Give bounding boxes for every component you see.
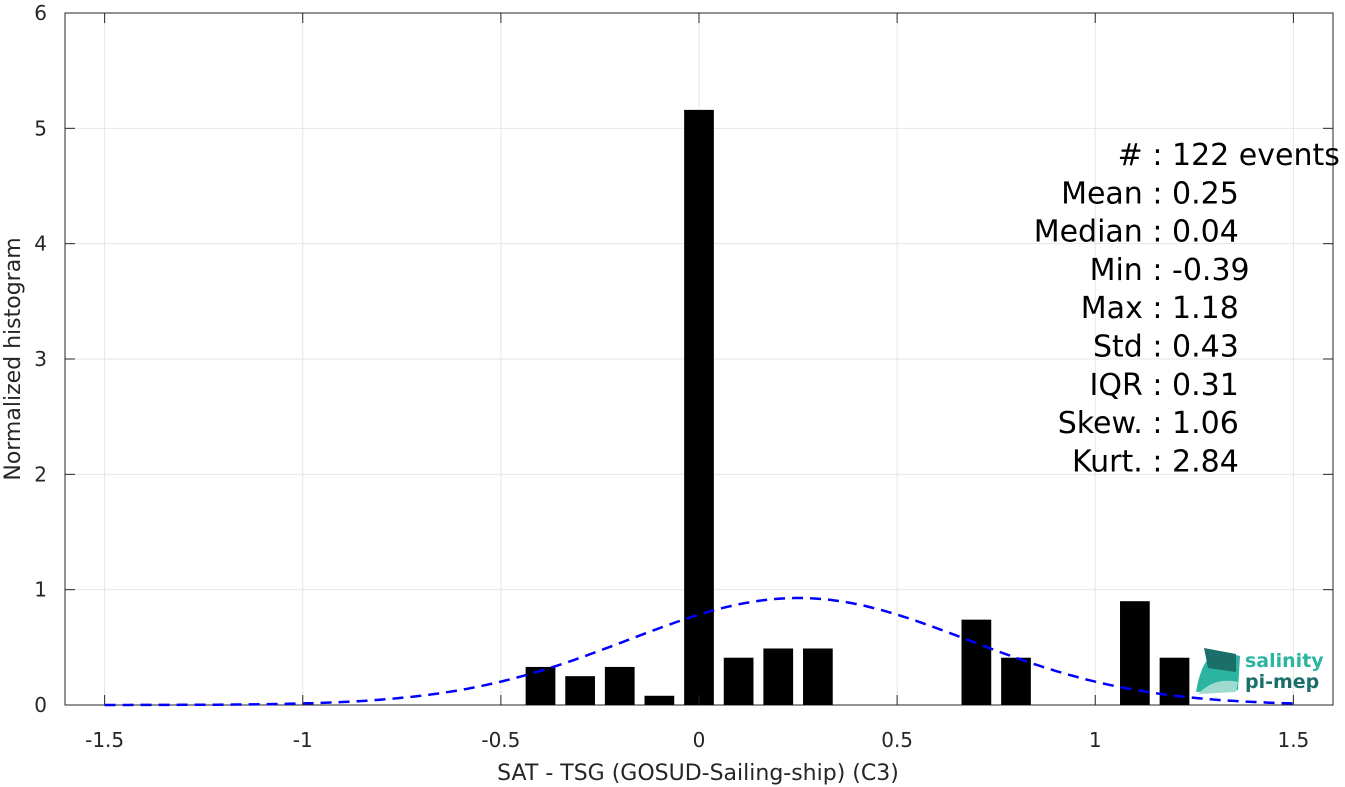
stats-label: IQR : (1090, 368, 1173, 403)
stats-value: 2.84 (1172, 444, 1239, 479)
logo-text-pi-mep: pi-mep (1245, 671, 1319, 693)
histogram-bar (565, 676, 595, 705)
y-tick-label: 5 (34, 116, 47, 140)
histogram-bar (1120, 601, 1150, 705)
stats-value: 0.31 (1172, 368, 1239, 403)
stats-label: Std : (1093, 330, 1172, 365)
stats-line: Mean : 0.25 (1061, 176, 1239, 211)
y-axis-label: Normalized histogram (1, 237, 26, 480)
stats-line: Skew. : 1.06 (1058, 406, 1239, 441)
stats-line: # : 122 events (1118, 138, 1340, 173)
y-tick-label: 3 (34, 347, 47, 371)
stats-line: Min : -0.39 (1090, 253, 1250, 288)
histogram-bar (961, 619, 992, 705)
x-tick-label: 0 (693, 728, 706, 752)
y-tick-label: 2 (34, 462, 47, 486)
stats-value: 0.43 (1172, 330, 1239, 365)
stats-value: 1.06 (1172, 406, 1239, 441)
wave-icon (1196, 648, 1240, 694)
stats-line: Max : 1.18 (1081, 291, 1239, 326)
y-tick-label: 6 (34, 1, 47, 25)
ticks: -1.5 -1 -0.5 0 0.5 1 1.5 0 1 2 3 4 5 6 (34, 1, 1333, 752)
bars (525, 109, 1190, 705)
histogram-bar (723, 657, 754, 705)
stats-line: Kurt. : 2.84 (1072, 444, 1239, 479)
stats-value: 0.25 (1172, 176, 1239, 211)
x-tick-label: 1 (1089, 728, 1102, 752)
x-tick-label: -0.5 (481, 728, 520, 752)
stats-value: 122 events (1172, 138, 1340, 173)
stats-label: Kurt. : (1072, 444, 1172, 479)
salinity-pi-mep-logo: salinity pi-mep (1196, 648, 1324, 694)
y-tick-label: 0 (34, 693, 47, 717)
histogram-bar (803, 648, 833, 705)
logo-text-salinity: salinity (1245, 650, 1324, 672)
x-tick-label: 1.5 (1277, 728, 1309, 752)
x-tick-label: -1.5 (85, 728, 124, 752)
stats-label: Mean : (1061, 176, 1172, 211)
histogram-bar (525, 666, 556, 705)
stats-label: Max : (1081, 291, 1172, 326)
stats-label: Median : (1034, 215, 1172, 250)
histogram-bar (604, 666, 635, 705)
y-tick-label: 1 (34, 578, 47, 602)
stats-label: # : (1118, 138, 1172, 173)
histogram-bar (684, 109, 714, 705)
histogram-bar (644, 695, 675, 705)
x-axis-label: SAT - TSG (GOSUD-Sailing-ship) (C3) (497, 761, 899, 786)
stats-value: 0.04 (1172, 215, 1239, 250)
histogram-bar (763, 648, 794, 705)
x-tick-label: 0.5 (881, 728, 913, 752)
stats-label: Skew. : (1058, 406, 1172, 441)
stats-line: Median : 0.04 (1034, 215, 1239, 250)
x-tick-label: -1 (293, 728, 313, 752)
stats-label: Min : (1090, 253, 1172, 288)
y-tick-label: 4 (34, 232, 47, 256)
stats-value: 1.18 (1172, 291, 1239, 326)
stats-line: IQR : 0.31 (1090, 368, 1239, 403)
histogram-bar (1001, 657, 1031, 705)
stats-value: -0.39 (1172, 253, 1250, 288)
stats-line: Std : 0.43 (1093, 330, 1239, 365)
histogram-bar (1159, 657, 1190, 705)
